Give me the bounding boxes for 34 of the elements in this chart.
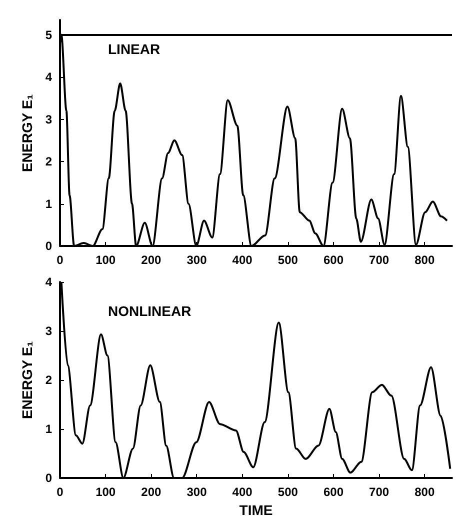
x-tick-label: 400 — [232, 253, 253, 267]
y-axis-title: ENERGY E₁ — [19, 94, 35, 172]
x-tick-label: 800 — [414, 485, 435, 499]
y-tick-label: 4 — [45, 70, 52, 84]
x-tick-label: 800 — [414, 253, 435, 267]
annotation: NONLINEAR — [108, 303, 192, 319]
y-tick-label: 2 — [45, 373, 52, 387]
x-tick-label: 100 — [96, 485, 116, 499]
y-axis-title: ENERGY E₁ — [19, 340, 35, 419]
y-tick-label: 0 — [45, 239, 52, 253]
x-tick-label: 300 — [186, 485, 208, 499]
x-tick-label: 700 — [369, 485, 390, 499]
y-tick-label: 1 — [45, 422, 52, 436]
x-tick-label: 600 — [323, 253, 344, 267]
x-tick-label: 500 — [278, 485, 298, 499]
x-tick-label: 0 — [56, 485, 64, 499]
x-tick-label: 200 — [141, 485, 162, 499]
x-tick-label: 500 — [278, 253, 298, 267]
y-tick-label: 1 — [45, 196, 52, 211]
y-tick-label: 3 — [45, 112, 52, 126]
x-axis-title: TIME — [239, 502, 273, 518]
y-tick-label: 4 — [45, 275, 52, 289]
annotation: LINEAR — [108, 41, 160, 57]
x-tick-label: 0 — [56, 253, 64, 267]
x-tick-label: 700 — [369, 253, 390, 267]
y-tick-label: 5 — [45, 28, 52, 42]
x-tick-label: 100 — [96, 253, 116, 267]
x-tick-label: 300 — [186, 253, 208, 267]
y-tick-label: 3 — [45, 324, 52, 338]
y-tick-label: 2 — [45, 154, 52, 169]
x-tick-label: 200 — [141, 253, 162, 267]
y-tick-label: 0 — [45, 471, 52, 485]
x-tick-label: 600 — [323, 485, 344, 499]
x-tick-label: 400 — [232, 485, 253, 499]
